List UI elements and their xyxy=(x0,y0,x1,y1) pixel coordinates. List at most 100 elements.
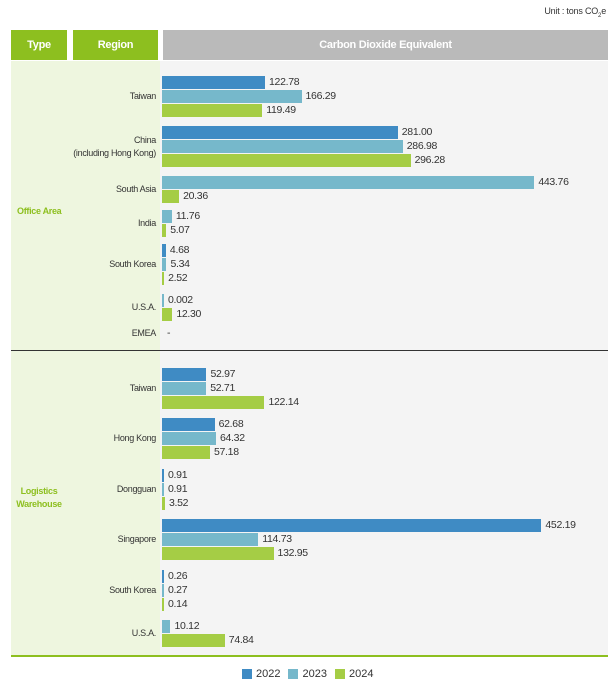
bar-2023 xyxy=(162,432,216,445)
legend-label-2024: 2024 xyxy=(348,668,374,680)
value-label-2023: 64.32 xyxy=(219,432,245,444)
region-label: Taiwan xyxy=(129,383,157,393)
value-label-2023: 443.76 xyxy=(538,176,569,188)
value-label-2024: 12.30 xyxy=(176,308,202,320)
value-label-2024: 57.18 xyxy=(213,446,239,458)
unit-suffix: e xyxy=(601,6,606,16)
region-label: India xyxy=(137,218,156,228)
type-panel xyxy=(11,351,160,655)
type-label: Logistics Warehouse xyxy=(16,486,62,509)
bar-2023 xyxy=(162,176,535,189)
value-label-2022: 122.78 xyxy=(269,76,300,88)
legend: 2022 2023 2024 xyxy=(242,668,381,680)
bar-2023 xyxy=(162,90,302,103)
bar-2024 xyxy=(162,190,180,203)
value-label-2024: 20.36 xyxy=(183,190,208,202)
region-label: Taiwan xyxy=(129,91,157,101)
bar-2024 xyxy=(162,497,165,510)
bar-2024 xyxy=(162,547,274,560)
value-label-2022: 281.00 xyxy=(401,126,433,138)
bar-2024 xyxy=(162,272,165,285)
value-label-2022: 452.19 xyxy=(545,519,576,531)
bar-2022 xyxy=(162,76,265,89)
value-label-2022: 62.68 xyxy=(218,418,244,430)
bar-2024 xyxy=(162,598,164,611)
value-label-2022: 52.97 xyxy=(210,368,236,380)
legend-swatch-2022 xyxy=(242,669,252,679)
bar-2024 xyxy=(162,104,263,117)
bar-2023 xyxy=(162,258,167,271)
legend-label-2023: 2023 xyxy=(302,668,327,680)
value-label-2024: 0.14 xyxy=(168,598,188,610)
bar-2023 xyxy=(162,140,403,153)
value-label-2024: 122.14 xyxy=(268,396,299,408)
region-label: U.S.A. xyxy=(131,628,157,638)
value-label-2024: 3.52 xyxy=(168,497,189,509)
legend-item-2023: 2023 xyxy=(288,668,327,680)
bar-2023 xyxy=(162,382,207,395)
header-co2e: Carbon Dioxide Equivalent xyxy=(163,30,608,60)
value-label-2024: 296.28 xyxy=(414,154,446,166)
region-label: EMEA xyxy=(131,328,157,338)
header-type: Type xyxy=(11,30,67,60)
bar-2024 xyxy=(162,634,225,647)
bar-2023 xyxy=(162,620,171,633)
region-label: South Asia xyxy=(115,184,156,194)
bar-2023 xyxy=(162,483,164,496)
value-label-2023: 11.76 xyxy=(175,210,200,222)
bar-2022 xyxy=(162,244,166,257)
unit-label: Unit : tons CO2e xyxy=(544,6,606,19)
legend-label-2022: 2022 xyxy=(256,668,281,680)
value-label-2023: 0.002 xyxy=(168,294,193,306)
value-label-2023: 0.27 xyxy=(168,584,188,596)
region-label: China (including Hong Kong) xyxy=(73,134,156,158)
value-label-2022: 4.68 xyxy=(169,244,190,256)
type-panel xyxy=(11,61,160,350)
value-label-2024: 119.49 xyxy=(266,104,296,116)
type-label: Office Area xyxy=(17,205,62,216)
value-label: - xyxy=(167,327,171,339)
value-label-2023: 5.34 xyxy=(170,258,190,270)
value-label-2023: 0.91 xyxy=(168,483,188,495)
region-label: U.S.A. xyxy=(131,302,157,312)
bar-2023 xyxy=(162,210,172,223)
value-label-2022: 0.91 xyxy=(168,469,188,481)
value-label-2023: 10.12 xyxy=(174,620,200,632)
unit-text: Unit : tons CO xyxy=(544,6,599,16)
region-label: South Korea xyxy=(109,259,156,269)
legend-swatch-2023 xyxy=(288,669,299,679)
value-label-2024: 74.84 xyxy=(228,634,254,646)
value-label-2023: 166.29 xyxy=(305,90,337,102)
value-label-2023: 52.71 xyxy=(210,382,235,394)
bar-2022 xyxy=(162,519,542,532)
unit-subscript: 2 xyxy=(598,12,602,19)
bar-2024 xyxy=(162,396,265,409)
bar-2022 xyxy=(162,418,215,431)
bar-2022 xyxy=(162,469,164,482)
legend-item-2024: 2024 xyxy=(334,668,374,680)
bar-2024 xyxy=(162,224,167,237)
legend-item-2022: 2022 xyxy=(242,668,280,680)
bar-2022 xyxy=(162,368,207,381)
value-label-2024: 5.07 xyxy=(170,224,190,236)
value-label-2023: 114.73 xyxy=(262,533,292,545)
value-label-2024: 2.52 xyxy=(168,272,188,284)
bar-2023 xyxy=(162,294,164,307)
region-label: Hong Kong xyxy=(113,433,157,443)
bar-2022 xyxy=(162,126,398,139)
bottom-rule xyxy=(11,655,608,657)
bar-2024 xyxy=(162,446,210,459)
region-label: Dongguan xyxy=(116,484,156,494)
section-divider xyxy=(11,350,608,351)
bar-2022 xyxy=(162,570,164,583)
value-label-2024: 132.95 xyxy=(277,547,309,559)
region-label: Singapore xyxy=(117,534,157,544)
bar-2024 xyxy=(162,308,173,321)
value-label-2023: 286.98 xyxy=(406,140,438,152)
value-label-2022: 0.26 xyxy=(168,570,188,582)
bar-2023 xyxy=(162,533,259,546)
legend-swatch-2024 xyxy=(334,669,345,679)
region-label: South Korea xyxy=(109,585,156,595)
header-region: Region xyxy=(73,30,158,60)
bar-2023 xyxy=(162,584,164,597)
